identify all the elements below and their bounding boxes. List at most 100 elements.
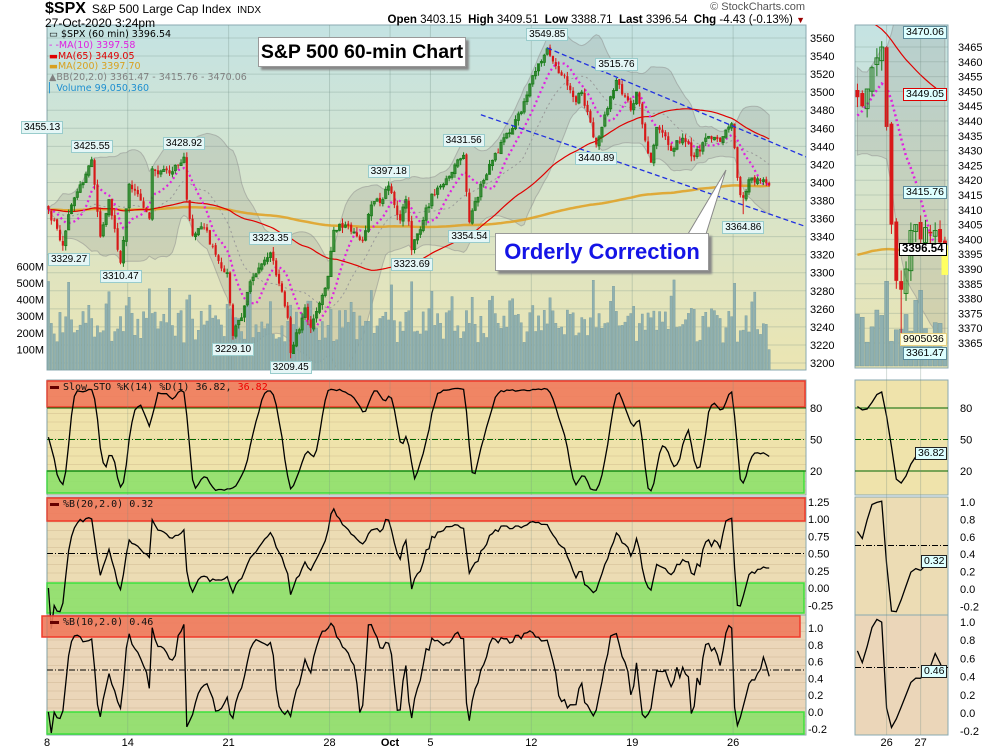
candle-body	[130, 184, 134, 190]
volume-bar	[52, 333, 56, 370]
candle	[119, 250, 122, 265]
pb20-tick-label: 0.75	[808, 531, 829, 543]
legend-volume[interactable]: ▏Volume 99,050,360	[49, 83, 247, 95]
volume-bar	[473, 324, 477, 370]
inset-price-panel	[855, 25, 948, 367]
volume-bar	[168, 288, 171, 370]
volume-bar	[395, 342, 399, 370]
candle	[162, 165, 166, 172]
legend-ma10[interactable]: - -MA(10) 3397.58	[49, 39, 247, 52]
candle-body	[225, 272, 229, 274]
volume-bar	[387, 319, 390, 370]
pb20-tick-label: 0.25	[808, 566, 829, 578]
candle	[220, 257, 223, 272]
candle	[177, 164, 180, 169]
pb10-tick-label: -0.2	[808, 724, 827, 736]
candle-body	[159, 170, 163, 175]
candle-body	[462, 154, 466, 159]
candle	[263, 256, 267, 267]
candle-body	[577, 93, 581, 104]
pb10-value-tag: 0.46	[921, 664, 948, 678]
inset-price-tick-label: 3460	[958, 57, 982, 69]
price-tick-label: 3320	[810, 250, 834, 262]
volume-bar	[470, 297, 474, 370]
volume-bar	[442, 338, 445, 370]
legend-ma10-text: MA(10) 3397.58	[58, 39, 136, 51]
volume-tick-label: 300M	[16, 311, 44, 323]
inset-last-tag: 3396.54	[899, 243, 947, 257]
inset-volume-tag: 9905036	[900, 332, 947, 346]
candle	[268, 251, 272, 262]
candle	[618, 78, 621, 89]
volume-bar	[753, 291, 757, 370]
volume-bar	[525, 331, 529, 370]
candle	[384, 186, 388, 200]
legend-price[interactable]: ▭ $SPX (60 min) 3396.54	[49, 29, 247, 41]
candle	[188, 199, 191, 222]
inset-bb-tag: 3470.06	[903, 25, 947, 39]
pb10-tick-label: 0.0	[808, 707, 823, 719]
volume-bar	[672, 279, 676, 370]
volume-bar	[687, 313, 690, 370]
volume-bar	[171, 325, 174, 370]
pb10-legend[interactable]: %B(10,2.0) 0.46	[50, 617, 153, 628]
volume-bar	[767, 349, 771, 370]
candle	[254, 272, 258, 278]
volume-bar	[263, 328, 266, 370]
pb20-legend[interactable]: %B(20,2.0) 0.32	[50, 499, 153, 510]
candle	[548, 44, 552, 58]
candle	[736, 146, 739, 181]
candle	[436, 185, 440, 199]
volume-bar	[580, 317, 584, 370]
inset-price-tick-label: 3420	[958, 175, 982, 187]
volume-bar	[416, 330, 419, 370]
axes: 3560 3540 3520 3500 3480 3460 3440 3420 3400 3380…	[16, 25, 982, 749]
candle-body	[320, 294, 324, 305]
candle-body	[721, 136, 725, 144]
candle-body	[687, 140, 690, 144]
trendline	[480, 114, 806, 228]
oversold-zone	[46, 711, 805, 735]
volume-bar	[597, 313, 601, 370]
candle-body	[297, 329, 301, 334]
candle-body	[557, 66, 560, 74]
candle	[199, 222, 203, 230]
candle	[300, 312, 304, 334]
candle-body	[170, 171, 174, 175]
candle	[87, 165, 91, 178]
legend-ma200[interactable]: ▬MA(200) 3397.70	[49, 61, 247, 73]
candle-body	[490, 159, 494, 167]
pb20-value-tag: 0.32	[921, 554, 948, 568]
stockcharts-watermark[interactable]: © StockCharts.com	[710, 1, 805, 13]
volume-bar	[519, 322, 523, 370]
candle	[572, 87, 575, 103]
candle	[750, 177, 754, 184]
candle-body	[479, 183, 483, 198]
inset-price-tick-label: 3370	[958, 323, 982, 335]
legend-bb[interactable]: ▲BB(20,2.0) 3361.47 - 3415.76 - 3470.06	[49, 72, 247, 84]
volume-bar	[589, 317, 592, 370]
candle-body	[516, 113, 520, 121]
volume-bar	[733, 283, 736, 370]
candle-body	[196, 228, 200, 236]
price-tick-label: 3520	[810, 69, 834, 81]
inset-price-tick-label: 3465	[958, 42, 982, 54]
sto-legend[interactable]: Slow STO %K(14) %D(1) 36.82, 36.82	[50, 382, 268, 393]
legend-ma65[interactable]: ▬MA(65) 3449.05	[49, 51, 247, 63]
pb10-inset-tick-label: 0.0	[960, 708, 975, 720]
volume-bar	[367, 321, 370, 370]
volume-bar	[701, 316, 705, 370]
volume-bar	[188, 294, 192, 370]
candle	[638, 91, 641, 107]
volume-bar	[427, 308, 431, 370]
pb10-tick-label: 0.6	[808, 657, 823, 669]
candle	[626, 93, 629, 103]
candle	[317, 301, 321, 315]
candle	[430, 193, 434, 209]
candle	[473, 197, 477, 212]
volume-bar	[465, 310, 468, 370]
candle	[739, 175, 742, 198]
pb10-line	[47, 622, 770, 734]
candle	[309, 315, 312, 334]
price-tick-label: 3480	[810, 105, 834, 117]
